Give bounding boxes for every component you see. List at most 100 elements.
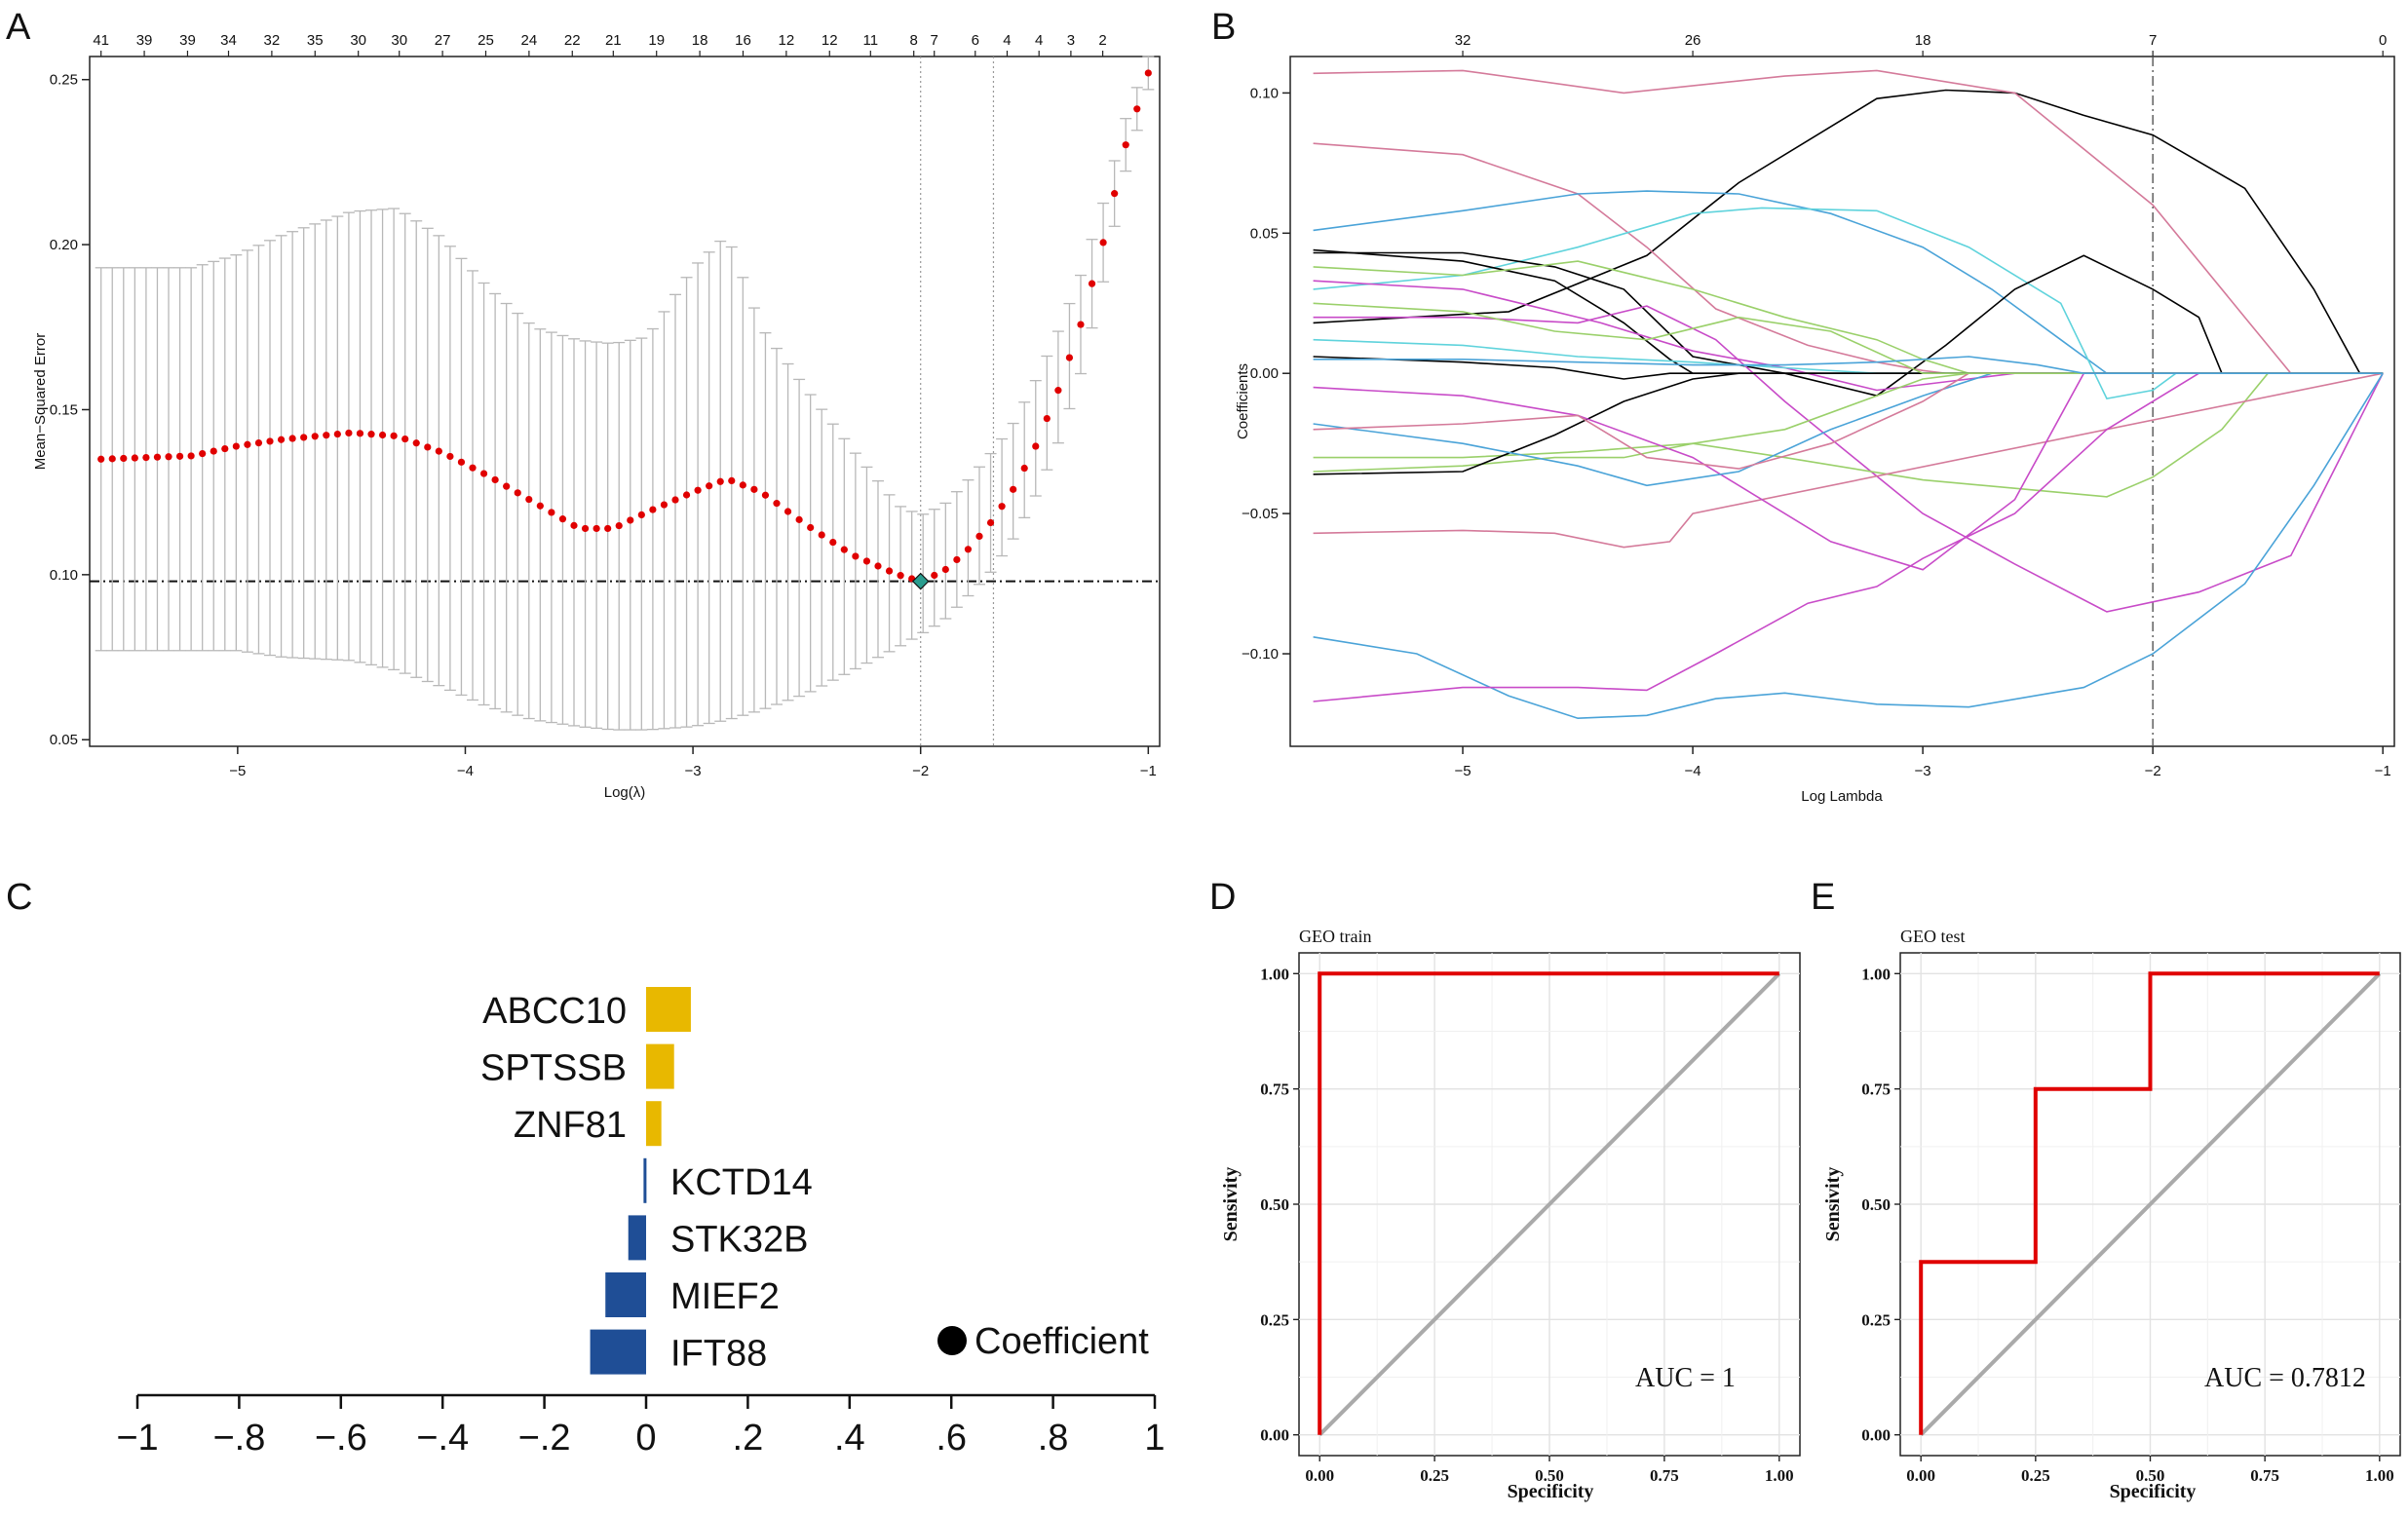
- panel-a-mse-point: [739, 481, 746, 489]
- panel-a-mse-point: [897, 572, 904, 580]
- panel-a-mse-point: [131, 454, 138, 462]
- panel-a-mse-point: [120, 454, 128, 463]
- panel-a-mse-point: [885, 567, 894, 575]
- panel-a-mse-point: [570, 521, 578, 529]
- panel-a-mse-point: [311, 433, 319, 440]
- panel-a-mse-point: [142, 454, 150, 462]
- panel-e-diagonal: [1919, 971, 2382, 1437]
- panel-a-mse-point: [108, 455, 116, 463]
- panel-a-mse-point: [210, 447, 217, 455]
- panel-c-xtick-label: .4: [834, 1418, 865, 1459]
- panel-a-mse-point: [1122, 141, 1129, 149]
- panel-a-mse-point: [1010, 485, 1017, 493]
- panel-e-ytick-label: 0.25: [1861, 1310, 1891, 1329]
- panel-a-mse-point: [378, 431, 387, 439]
- panel-a-xtick-label: −3: [685, 763, 702, 779]
- panel-a-mse-point: [862, 557, 871, 565]
- panel-b-path-s22: [1313, 302, 2384, 375]
- panel-a-min-marker: [911, 572, 930, 590]
- panel-c-bar-abcc10: [646, 987, 691, 1032]
- panel-d-xtick-label: 0.75: [1650, 1466, 1679, 1485]
- panel-label-b: B: [1211, 7, 1236, 48]
- panel-d-ylabel: Sensivity: [1220, 1167, 1242, 1242]
- panel-b-path-s11: [1313, 372, 2384, 498]
- panel-e-xtick-label: 1.00: [2365, 1466, 2394, 1485]
- panel-b-ytick-label: −0.05: [1242, 506, 1279, 522]
- panel-d-xtick-label: 0.00: [1305, 1466, 1334, 1485]
- panel-c-xtick-label: −.2: [518, 1418, 571, 1459]
- panel-a-xtick-label: −4: [457, 763, 474, 779]
- panel-c-xtick-label: .6: [936, 1418, 967, 1459]
- panel-b-coefficient-paths: −5 −4 −3 −2 −1 −0.10 −0.05 0.00 0.05 0.10 32 26 18 7 0…: [1235, 32, 2395, 805]
- panel-e-xtick-label: 0.00: [1906, 1466, 1935, 1485]
- panel-a-mse-point: [818, 531, 825, 539]
- panel-a-mse-point: [795, 515, 803, 523]
- panel-a-top-label: 32: [264, 32, 281, 49]
- panel-a-mse-point: [525, 495, 533, 504]
- panel-a-ylabel: Mean−Squared Error: [32, 333, 49, 471]
- panel-a-mse-point: [187, 452, 195, 460]
- panel-c-label-kctd14: KCTD14: [670, 1162, 813, 1203]
- panel-a-xtick-label: −1: [1140, 763, 1157, 779]
- panel-c-bar-mief2: [605, 1272, 646, 1317]
- panel-a-top-label: 18: [692, 32, 708, 49]
- panel-a-mse-point: [199, 449, 207, 458]
- panel-a-mse-point: [323, 432, 330, 439]
- panel-a-mse-point: [627, 516, 634, 524]
- panel-a-xtick-label: −2: [912, 763, 929, 779]
- panel-b-path-s8: [1313, 260, 2384, 375]
- panel-a-mse-point: [716, 477, 724, 485]
- panel-b-top-label: 26: [1685, 32, 1701, 49]
- panel-a-top-label: 16: [735, 32, 751, 49]
- panel-a-mse-point: [558, 515, 567, 523]
- panel-b-ytick-label: 0.10: [1250, 85, 1279, 101]
- panel-a-mse-point: [1088, 280, 1096, 287]
- panel-a-mse-point: [807, 523, 815, 532]
- panel-a-xtick-label: −5: [229, 763, 246, 779]
- panel-b-path-s21: [1313, 372, 2384, 470]
- panel-a-mse-point: [1133, 105, 1141, 113]
- panel-c-bar-znf81: [646, 1101, 662, 1147]
- panel-a-mse-point: [333, 430, 341, 438]
- panel-a-mse-point: [592, 524, 600, 533]
- panel-b-path-s23: [1313, 356, 2384, 375]
- panel-a-ytick-label: 0.05: [50, 732, 78, 748]
- panel-e-title: GEO test: [1900, 927, 1966, 946]
- panel-b-top-label: 18: [1915, 32, 1931, 49]
- panel-c-label-abcc10: ABCC10: [482, 991, 627, 1032]
- panel-c-xtick-label: −.6: [315, 1418, 367, 1459]
- panel-a-mse-point: [266, 437, 274, 445]
- panel-a-mse-point: [503, 482, 511, 490]
- panel-label-d: D: [1209, 877, 1236, 918]
- panel-b-xtick-label: −3: [1915, 763, 1931, 779]
- panel-c-xtick-label: .2: [733, 1418, 764, 1459]
- panel-b-path-s12: [1313, 372, 2384, 473]
- panel-c-bar-ift88: [590, 1329, 646, 1375]
- panel-a-mse-point: [479, 470, 488, 477]
- panel-a-mse-point: [300, 434, 308, 441]
- panel-b-top-label: 0: [2379, 32, 2387, 49]
- panel-c-label-stk32b: STK32B: [670, 1219, 809, 1260]
- panel-d-xlabel: Specificity: [1508, 1481, 1594, 1502]
- panel-a-mse-point: [254, 438, 263, 447]
- panel-c-label-ift88: IFT88: [670, 1334, 767, 1375]
- panel-a-mse-point: [469, 464, 477, 472]
- panel-a-ytick-label: 0.15: [50, 401, 78, 418]
- panel-a-mse-point: [514, 489, 521, 497]
- panel-c-xtick-label: −.8: [212, 1418, 265, 1459]
- panel-a-mse-point: [953, 555, 961, 564]
- panel-a-mse-point: [175, 452, 184, 460]
- panel-a-top-label: 6: [972, 32, 979, 49]
- panel-a-ytick-label: 0.20: [50, 237, 78, 253]
- panel-a-mse-point: [1043, 414, 1051, 423]
- panel-a-mse-point: [97, 455, 105, 463]
- panel-a-mse-point: [660, 501, 669, 509]
- panel-d-roc-curve: [1318, 971, 1779, 1435]
- panel-b-ytick-label: 0.05: [1250, 225, 1279, 242]
- panel-a-mse-point: [548, 509, 555, 516]
- panel-a-mse-point: [986, 518, 995, 527]
- panel-a-mse-point: [874, 562, 882, 570]
- panel-b-xlabel: Log Lambda: [1801, 788, 1883, 805]
- panel-a-mse-point: [694, 486, 702, 494]
